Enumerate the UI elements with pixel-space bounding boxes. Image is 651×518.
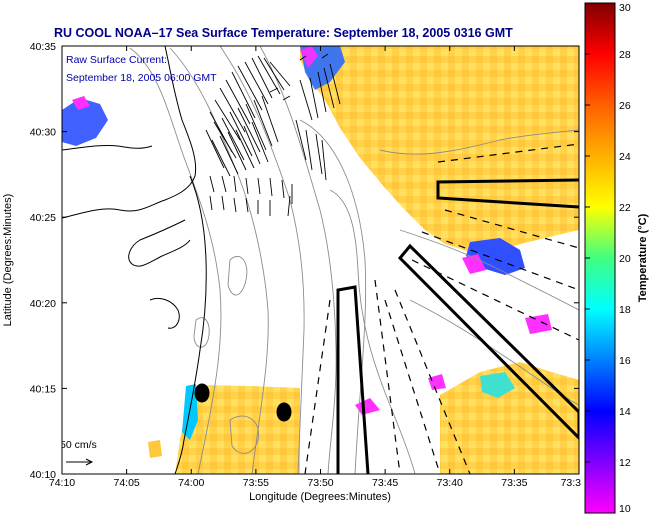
current-annotation-line1: Raw Surface Current:	[66, 54, 167, 66]
radar-site-marker	[194, 383, 210, 403]
colorbar-tick-label: 12	[619, 457, 631, 469]
colorbar-tick-label: 24	[619, 151, 631, 163]
sst-patch-east-fringe	[525, 314, 552, 334]
sst-patch-northwest	[62, 98, 108, 146]
map-plot-area: Raw Surface Current: September 18, 2005 …	[60, 46, 579, 474]
colorbar-tick-label: 14	[619, 406, 631, 418]
sst-patch-southeast-cool	[480, 372, 515, 398]
sst-patch-southwest	[175, 385, 300, 474]
current-annotation-line2: September 18, 2005 06:00 GMT	[66, 72, 217, 84]
x-tick-label: 74:10	[49, 477, 75, 489]
colorbar-tick-label: 22	[619, 202, 631, 214]
sst-patch-southeast	[440, 362, 579, 474]
x-tick-label: 73:45	[372, 477, 398, 489]
x-tick-label: 73:50	[307, 477, 333, 489]
x-axis-label: Longitude (Degrees:Minutes)	[249, 491, 391, 503]
colorbar-tick-label: 20	[619, 253, 631, 265]
bathymetry-contours	[129, 46, 579, 474]
sst-patch-small-south	[355, 398, 380, 415]
y-tick-label: 40:35	[30, 41, 56, 53]
scale-arrow	[66, 458, 94, 466]
y-tick-label: 40:15	[30, 383, 56, 395]
y-tick-label: 40:30	[30, 127, 56, 139]
scale-label: 50 cm/s	[60, 439, 97, 451]
current-vectors	[205, 53, 341, 217]
chart-title: RU COOL NOAA–17 Sea Surface Temperature:…	[54, 26, 513, 40]
sst-patch-southeast-fringe	[428, 374, 446, 390]
x-tick-label: 74:00	[178, 477, 204, 489]
y-tick-label: 40:10	[30, 469, 56, 481]
y-tick-label: 40:20	[30, 298, 56, 310]
radar-beams	[304, 143, 579, 474]
colorbar-tick-label: 30	[619, 2, 631, 14]
outline-south-box	[336, 285, 370, 474]
sst-patch-northeast-cool-fringe	[300, 46, 318, 68]
colorbar-tick-label: 18	[619, 304, 631, 316]
colorbar-ticks: 30 28 26 24 22 20 18 16 14 12 10	[585, 2, 631, 515]
y-tick-label: 40:25	[30, 212, 56, 224]
sst-patch-southwest-cool	[182, 384, 198, 440]
colorbar-tick-label: 10	[619, 503, 631, 515]
x-tick-label: 74:05	[113, 477, 139, 489]
y-axis-label: Latitude (Degrees:Minutes)	[2, 194, 14, 327]
y-axis: 40:35 40:30 40:25 40:20 40:15 40:10	[30, 41, 579, 481]
x-tick-label: 73:55	[243, 477, 269, 489]
sampling-outlines	[336, 178, 579, 474]
colorbar-label: Temperature (°C)	[637, 213, 649, 302]
colorbar-gradient	[584, 2, 616, 514]
radar-site-marker	[276, 402, 292, 422]
colorbar-tick-label: 16	[619, 355, 631, 367]
x-tick-label: 73:40	[437, 477, 463, 489]
x-tick-label: 73:35	[501, 477, 527, 489]
colorbar-tick-label: 28	[619, 49, 631, 61]
colorbar-tick-label: 26	[619, 100, 631, 112]
colorbar: 30 28 26 24 22 20 18 16 14 12 10 Temperature (°C)	[584, 2, 649, 515]
x-tick-label: 73:3	[561, 477, 582, 489]
coastline	[62, 46, 207, 474]
sst-patch-speck	[148, 440, 162, 458]
sst-patch-northwest-fringe	[72, 96, 90, 110]
outline-southeast-box	[397, 243, 579, 441]
x-axis: 74:10 74:05 74:00 73:55 73:50 73:45 73:40 73:35…	[49, 46, 581, 489]
sst-patch-mid-east-fringe	[462, 254, 486, 274]
outline-east-box	[436, 178, 579, 209]
